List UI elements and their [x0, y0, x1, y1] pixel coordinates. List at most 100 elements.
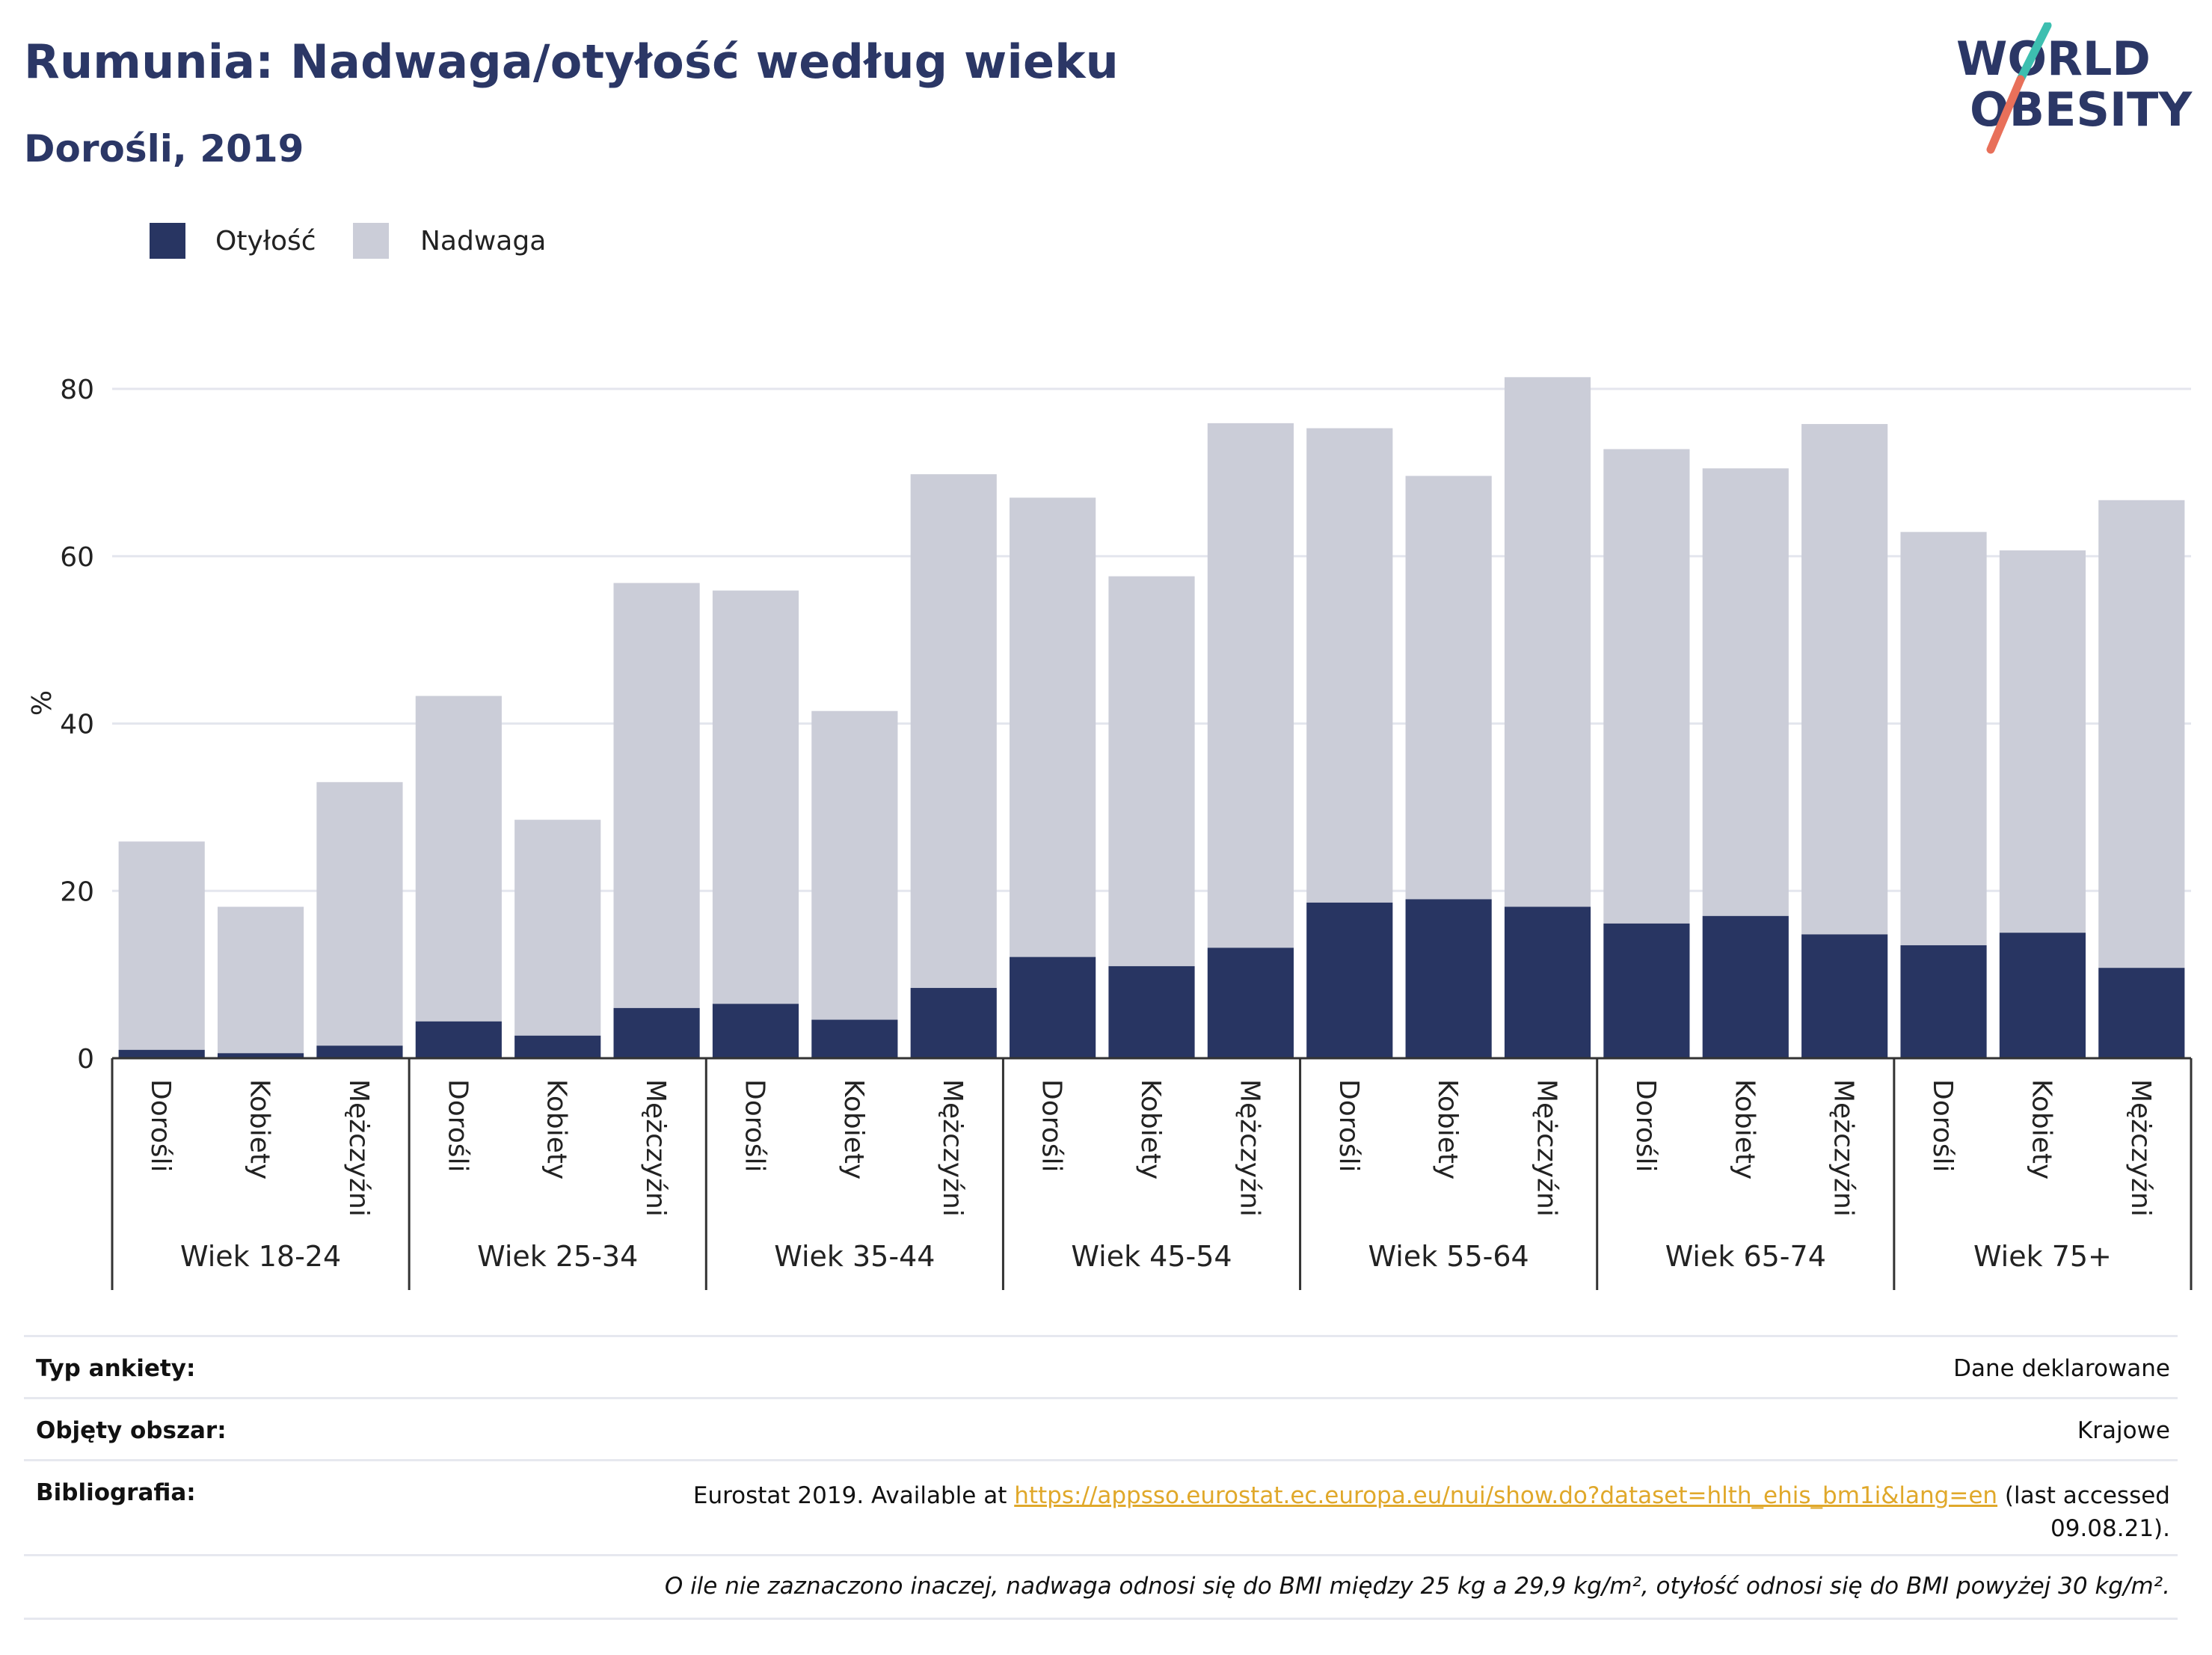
x-group-label-1: Wiek 25-34 [477, 1240, 638, 1273]
y-tick-60: 60 [60, 542, 94, 573]
legend-label-overweight: Nadwaga [420, 226, 547, 257]
bar-overweight-17 [1801, 423, 1888, 935]
bar-overweight-16 [1702, 468, 1789, 916]
bar-overweight-20 [2098, 500, 2185, 968]
bar-obesity-19 [1999, 933, 2086, 1058]
survey-type-label: Typ ankiety: [36, 1355, 196, 1382]
legend-swatch-overweight [353, 223, 389, 259]
x-sublabel-5-0: Dorośli [1630, 1079, 1661, 1173]
bar-obesity-7 [811, 1019, 898, 1058]
bar-obesity-4 [514, 1035, 601, 1058]
x-sublabel-1-0: Dorośli [442, 1079, 473, 1173]
bar-obesity-8 [910, 988, 997, 1058]
chart-subtitle: Dorośli, 2019 [24, 127, 304, 171]
y-axis-title: % [27, 690, 58, 716]
x-sublabel-2-0: Dorośli [739, 1079, 769, 1173]
survey-type-value: Dane deklarowane [1953, 1355, 2170, 1382]
x-sublabel-2-1: Kobiety [838, 1079, 869, 1179]
info-row-bibliography: Bibliografia: Eurostat 2019. Available a… [24, 1459, 2178, 1554]
bibliography-label: Bibliografia: [36, 1479, 196, 1506]
legend-swatch-obesity [150, 223, 185, 259]
bar-overweight-13 [1405, 476, 1492, 900]
y-tick-80: 80 [60, 375, 94, 405]
x-group-label-5: Wiek 65-74 [1665, 1240, 1826, 1273]
bar-obesity-15 [1603, 923, 1690, 1058]
bar-overweight-15 [1603, 449, 1690, 924]
x-sublabel-1-2: Mężczyźni [640, 1079, 671, 1217]
y-tick-labels: 0 20 40 60 80 [60, 375, 94, 1075]
x-group-label-3: Wiek 45-54 [1071, 1240, 1232, 1273]
coverage-label: Objęty obszar: [36, 1417, 227, 1444]
bar-obesity-14 [1504, 906, 1591, 1058]
bibliography-date: 09.08.21). [2050, 1515, 2170, 1542]
bar-overweight-18 [1900, 532, 1987, 945]
bar-obesity-3 [415, 1021, 502, 1058]
bar-obesity-16 [1702, 915, 1789, 1058]
bar-obesity-13 [1405, 899, 1492, 1058]
bar-obesity-0 [118, 1049, 205, 1058]
coverage-value: Krajowe [2077, 1417, 2170, 1444]
x-group-label-4: Wiek 55-64 [1368, 1240, 1529, 1273]
bibliography-link[interactable]: https://appsso.eurostat.ec.europa.eu/nui… [1014, 1482, 1998, 1509]
x-sublabel-2-2: Mężczyźni [937, 1079, 968, 1217]
bar-obesity-20 [2098, 968, 2185, 1058]
bar-overweight-4 [514, 820, 601, 1036]
bibliography-prefix: Eurostat 2019. Available at [692, 1482, 1015, 1509]
bar-overweight-7 [811, 710, 898, 1020]
x-sublabel-4-1: Kobiety [1432, 1079, 1463, 1179]
x-sublabel-4-2: Mężczyźni [1531, 1079, 1562, 1217]
bar-obesity-12 [1306, 902, 1393, 1058]
bar-overweight-11 [1207, 423, 1294, 948]
bar-overweight-6 [712, 590, 799, 1004]
axes [111, 1057, 2193, 1290]
bibliography-suffix: (last accessed [1997, 1482, 2170, 1509]
x-sublabel-3-0: Dorośli [1036, 1079, 1067, 1173]
bibliography-value: Eurostat 2019. Available at https://apps… [675, 1479, 2170, 1545]
bar-obesity-5 [613, 1007, 700, 1058]
y-tick-0: 0 [77, 1044, 94, 1075]
bar-overweight-0 [118, 841, 205, 1050]
chart-title: Rumunia: Nadwaga/otyłość według wieku [24, 34, 1119, 89]
x-sublabel-3-1: Kobiety [1135, 1079, 1166, 1179]
world-obesity-logo: WORLD OBESITY [1956, 22, 2193, 154]
bars [118, 377, 2185, 1058]
x-sublabel-0-0: Dorośli [145, 1079, 176, 1173]
bar-overweight-3 [415, 696, 502, 1022]
logo-line-1: WORLD [1956, 31, 2151, 86]
bar-obesity-6 [712, 1004, 799, 1058]
x-sublabel-0-1: Kobiety [245, 1079, 275, 1179]
bar-overweight-19 [1999, 550, 2086, 933]
bar-overweight-9 [1010, 497, 1096, 957]
logo-slash-bottom [1986, 75, 2025, 154]
bar-overweight-10 [1108, 576, 1195, 966]
y-tick-40: 40 [60, 710, 94, 740]
x-sublabel-1-1: Kobiety [541, 1079, 572, 1179]
bar-obesity-10 [1108, 965, 1195, 1058]
info-row-note: O ile nie zaznaczono inaczej, nadwaga od… [24, 1554, 2178, 1620]
y-tick-20: 20 [60, 876, 94, 907]
bar-overweight-8 [910, 474, 997, 989]
x-sublabel-6-1: Kobiety [2026, 1079, 2056, 1179]
x-sublabel-3-2: Mężczyźni [1234, 1079, 1265, 1217]
x-group-label-0: Wiek 18-24 [180, 1240, 341, 1273]
bar-obesity-11 [1207, 948, 1294, 1058]
bar-overweight-2 [316, 782, 403, 1046]
bar-obesity-18 [1900, 945, 1987, 1058]
bar-obesity-1 [217, 1053, 304, 1058]
x-group-label-2: Wiek 35-44 [774, 1240, 935, 1273]
x-sublabel-6-0: Dorośli [1927, 1079, 1958, 1173]
info-row-survey-type: Typ ankiety: Dane deklarowane [24, 1335, 2178, 1397]
bar-overweight-5 [613, 583, 700, 1008]
x-sublabel-0-2: Mężczyźni [343, 1079, 374, 1217]
info-table: Typ ankiety: Dane deklarowane Objęty obs… [24, 1335, 2178, 1620]
logo-slash-top [2016, 22, 2052, 84]
x-sublabel-5-2: Mężczyźni [1828, 1079, 1859, 1217]
x-group-label-6: Wiek 75+ [1973, 1240, 2112, 1273]
legend-label-obesity: Otyłość [215, 226, 316, 257]
bar-obesity-9 [1010, 957, 1096, 1058]
x-sublabel-6-2: Mężczyźni [2125, 1079, 2156, 1217]
bar-obesity-2 [316, 1045, 403, 1058]
bar-overweight-1 [217, 906, 304, 1054]
